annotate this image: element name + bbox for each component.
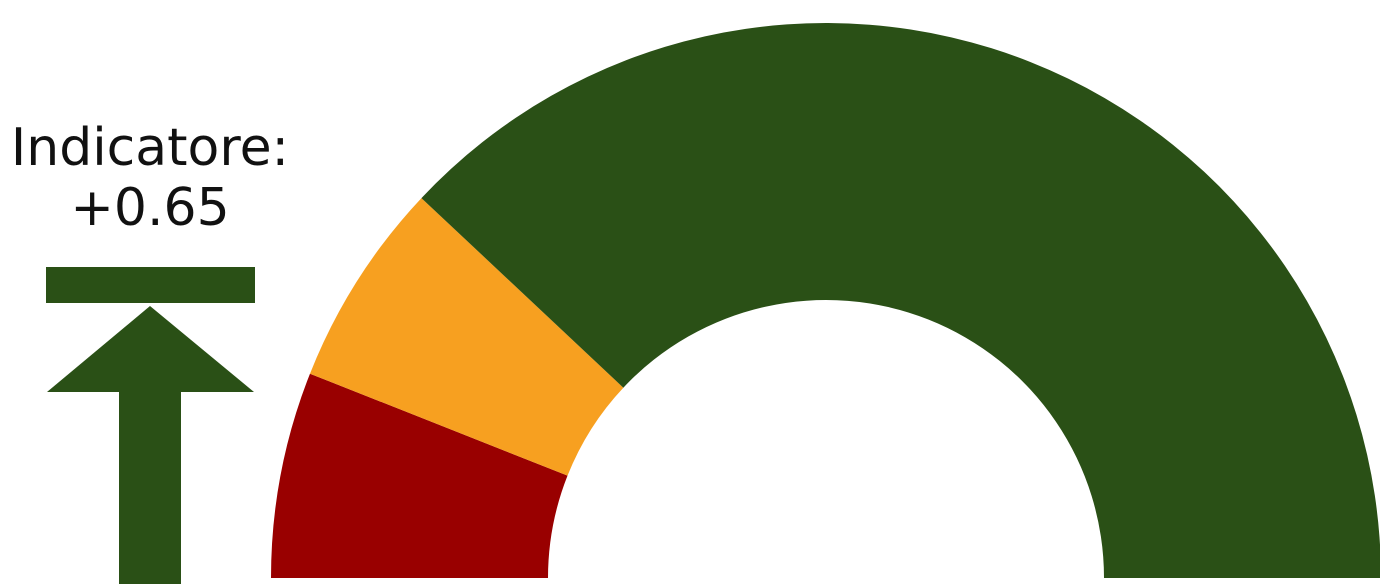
indicator-value: +0.65 [70, 178, 230, 238]
indicator-label: Indicatore: +0.65 [0, 118, 300, 238]
trend-cap-bar [46, 267, 255, 303]
gauge-segment-3 [421, 23, 1380, 578]
gauge-segments [271, 23, 1380, 578]
trend-arrow-shaft [119, 392, 181, 584]
trend-arrow-head [47, 306, 254, 392]
gauge-segment-2 [309, 198, 624, 476]
gauge-segment-1 [271, 373, 568, 578]
indicator-title: Indicatore: [10, 118, 290, 178]
arrow-up-to-bar-icon [46, 267, 255, 584]
